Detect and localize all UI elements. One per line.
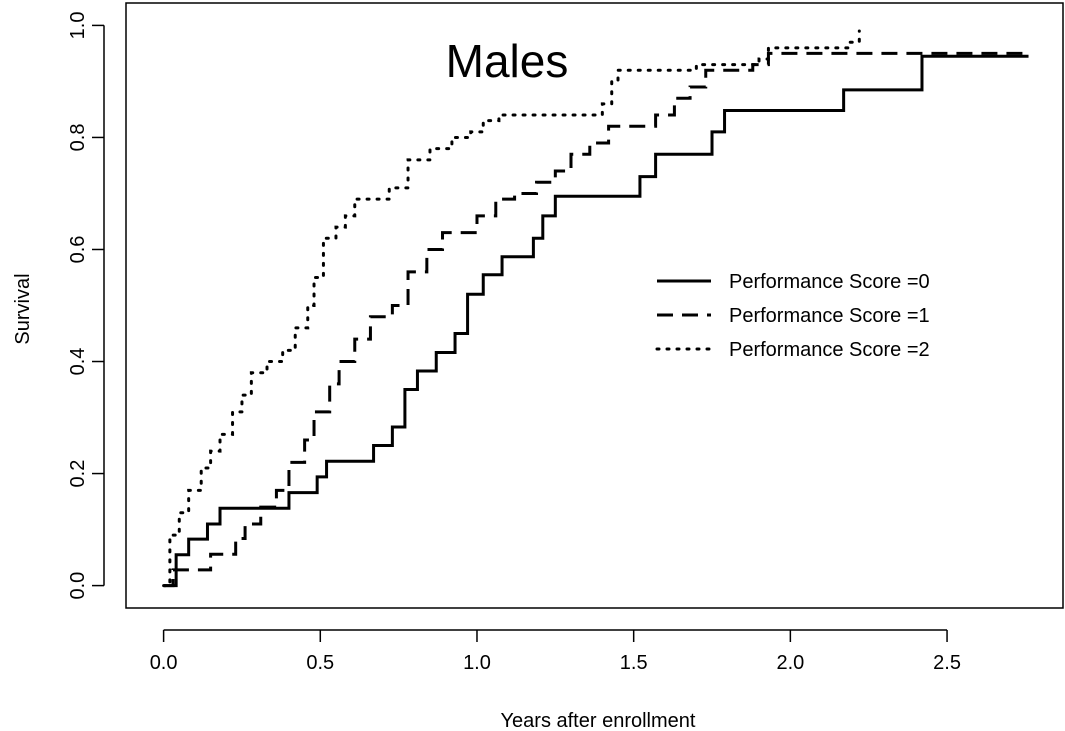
x-tick-label: 1.5 bbox=[620, 652, 648, 674]
x-tick-label: 0.5 bbox=[306, 652, 334, 674]
y-tick-label: 0.6 bbox=[67, 236, 89, 264]
x-axis-title: Years after enrollment bbox=[501, 710, 696, 731]
plot-frame bbox=[125, 2, 1064, 609]
x-tick-label: 2.5 bbox=[933, 652, 961, 674]
y-axis: 0.0 0.2 0.4 0.6 0.8 1.0 bbox=[67, 12, 105, 600]
x-tick-label: 2.0 bbox=[776, 652, 804, 674]
chart-title: Males bbox=[446, 35, 569, 87]
legend-label-2: Performance Score =2 bbox=[729, 339, 930, 361]
series-layer bbox=[162, 29, 1029, 588]
y-tick-label: 0.4 bbox=[67, 348, 89, 376]
x-tick-label: 0.0 bbox=[150, 652, 178, 674]
x-axis: 0.0 0.5 1.0 1.5 2.0 2.5 bbox=[150, 629, 961, 674]
x-tick-label: 1.0 bbox=[463, 652, 491, 674]
y-tick-label: 1.0 bbox=[67, 12, 89, 40]
series-line-0 bbox=[163, 54, 1029, 588]
y-tick-label: 0.8 bbox=[67, 124, 89, 152]
series-line-1 bbox=[163, 51, 1029, 588]
y-axis-title: Survival bbox=[12, 273, 34, 344]
series-line-2 bbox=[162, 29, 861, 588]
legend: Performance Score =0 Performance Score =1… bbox=[655, 271, 930, 361]
legend-label-1: Performance Score =1 bbox=[729, 305, 930, 327]
y-tick-label: 0.0 bbox=[67, 572, 89, 600]
y-tick-label: 0.2 bbox=[67, 460, 89, 488]
legend-label-0: Performance Score =0 bbox=[729, 271, 930, 293]
